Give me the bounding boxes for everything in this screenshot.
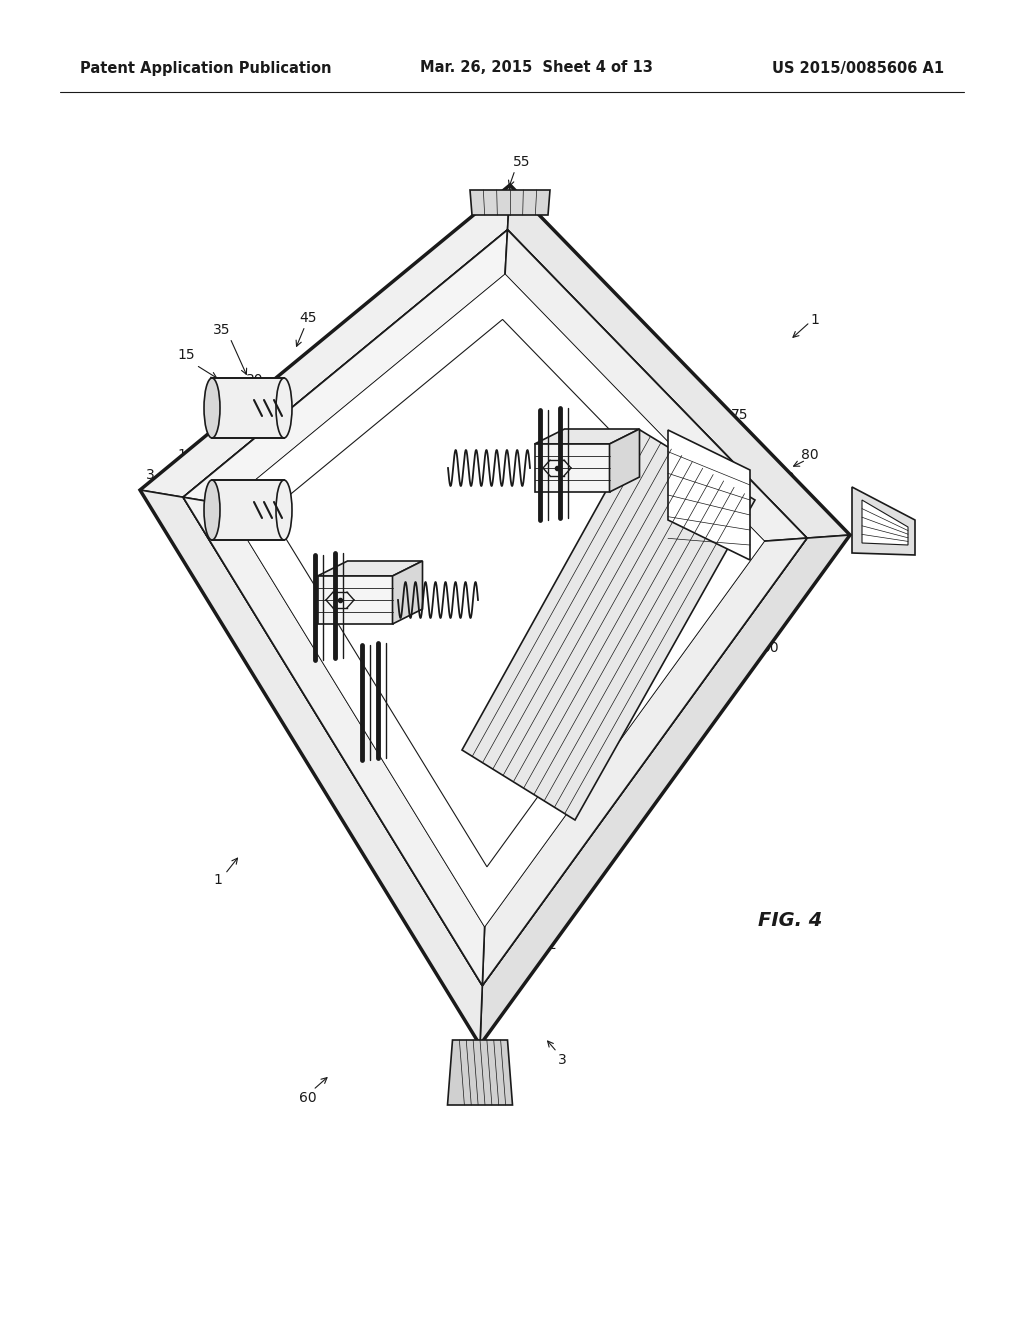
Polygon shape bbox=[505, 230, 807, 541]
Text: 15: 15 bbox=[177, 348, 195, 362]
Text: 60: 60 bbox=[299, 1092, 316, 1105]
Polygon shape bbox=[447, 1040, 512, 1105]
Text: 80: 80 bbox=[801, 447, 819, 462]
Polygon shape bbox=[470, 190, 550, 215]
Ellipse shape bbox=[204, 480, 220, 540]
Polygon shape bbox=[480, 535, 850, 1045]
Text: 90: 90 bbox=[761, 642, 779, 655]
Text: 110: 110 bbox=[382, 643, 409, 657]
Polygon shape bbox=[226, 275, 764, 927]
Text: 30: 30 bbox=[246, 374, 264, 387]
Text: 1: 1 bbox=[811, 313, 819, 327]
Text: 3: 3 bbox=[145, 469, 155, 482]
Text: 65: 65 bbox=[423, 565, 440, 579]
Polygon shape bbox=[317, 576, 392, 624]
Polygon shape bbox=[392, 561, 423, 624]
Text: 3: 3 bbox=[558, 1053, 566, 1067]
Text: 85: 85 bbox=[609, 768, 627, 781]
Polygon shape bbox=[212, 378, 284, 438]
Text: 15: 15 bbox=[177, 447, 195, 462]
Text: 70: 70 bbox=[386, 763, 403, 777]
Text: Mar. 26, 2015  Sheet 4 of 13: Mar. 26, 2015 Sheet 4 of 13 bbox=[420, 61, 653, 75]
Polygon shape bbox=[609, 429, 640, 492]
Text: FIG. 4: FIG. 4 bbox=[758, 911, 822, 929]
Text: 30: 30 bbox=[246, 473, 264, 487]
Text: 35: 35 bbox=[213, 422, 230, 437]
Polygon shape bbox=[852, 487, 915, 554]
Text: 70: 70 bbox=[511, 403, 528, 417]
Text: 65: 65 bbox=[423, 432, 440, 445]
Polygon shape bbox=[508, 185, 850, 539]
Text: 120: 120 bbox=[318, 568, 345, 582]
Polygon shape bbox=[183, 230, 508, 504]
Text: 25: 25 bbox=[792, 558, 809, 572]
Polygon shape bbox=[317, 561, 423, 576]
Text: 115: 115 bbox=[475, 418, 502, 432]
Text: 125: 125 bbox=[627, 801, 653, 814]
Text: 45: 45 bbox=[299, 312, 316, 325]
Polygon shape bbox=[535, 429, 640, 444]
Text: 5: 5 bbox=[218, 383, 226, 397]
Polygon shape bbox=[862, 500, 908, 545]
Text: 75: 75 bbox=[731, 408, 749, 422]
Text: 45: 45 bbox=[299, 411, 316, 425]
Polygon shape bbox=[269, 319, 721, 867]
Polygon shape bbox=[183, 230, 807, 986]
Text: 110: 110 bbox=[358, 531, 385, 545]
Text: 115: 115 bbox=[297, 548, 324, 562]
Text: 120: 120 bbox=[507, 438, 534, 451]
Text: 105: 105 bbox=[577, 851, 603, 865]
Polygon shape bbox=[140, 185, 510, 498]
Text: Patent Application Publication: Patent Application Publication bbox=[80, 61, 332, 75]
Ellipse shape bbox=[276, 480, 292, 540]
Polygon shape bbox=[462, 430, 755, 820]
Polygon shape bbox=[668, 430, 750, 560]
Text: US 2015/0085606 A1: US 2015/0085606 A1 bbox=[772, 61, 944, 75]
Text: 1: 1 bbox=[214, 873, 222, 887]
Polygon shape bbox=[183, 498, 484, 986]
Polygon shape bbox=[482, 539, 807, 986]
Ellipse shape bbox=[204, 378, 220, 438]
Polygon shape bbox=[183, 230, 807, 986]
Ellipse shape bbox=[276, 378, 292, 438]
Text: 2: 2 bbox=[548, 939, 556, 952]
Polygon shape bbox=[212, 480, 284, 540]
Text: 2: 2 bbox=[785, 471, 795, 484]
Text: 110: 110 bbox=[515, 388, 542, 403]
Polygon shape bbox=[535, 444, 609, 492]
Text: 10: 10 bbox=[481, 1059, 499, 1072]
Text: 55: 55 bbox=[513, 154, 530, 169]
Polygon shape bbox=[140, 490, 482, 1045]
Text: 35: 35 bbox=[213, 323, 230, 337]
